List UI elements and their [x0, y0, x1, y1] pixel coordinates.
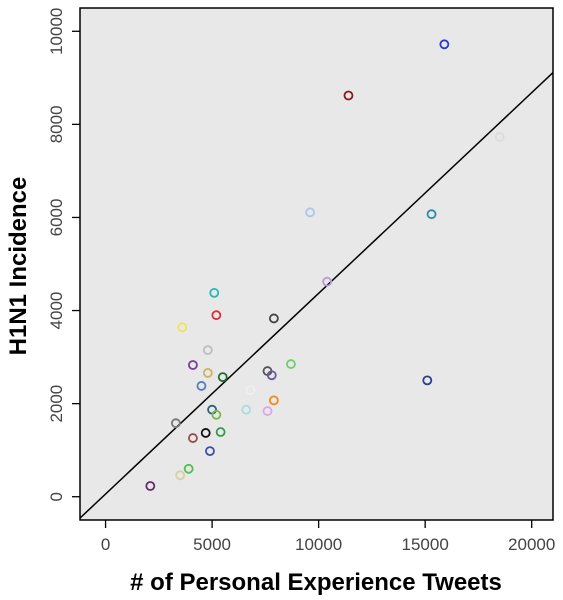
data-point: [170, 418, 181, 429]
x-tick-label: 15000: [402, 535, 449, 554]
y-tick-label: 8000: [47, 105, 66, 143]
x-tick-label: 10000: [295, 535, 342, 554]
data-point: [322, 276, 333, 287]
data-point: [196, 381, 207, 391]
data-point: [422, 375, 433, 386]
data-point: [200, 428, 211, 438]
data-point: [305, 207, 316, 218]
data-point: [188, 433, 198, 443]
data-point: [215, 427, 226, 437]
y-tick-label: 0: [47, 492, 66, 501]
y-tick-label: 10000: [47, 8, 66, 55]
plot-area: [80, 8, 553, 520]
plot-frame: [79, 7, 554, 521]
data-point: [266, 370, 277, 381]
y-tick-label: 2000: [47, 385, 66, 423]
data-point: [245, 385, 256, 396]
data-point: [211, 310, 222, 321]
data-point: [205, 446, 215, 457]
x-tick-label: 0: [101, 535, 110, 554]
x-tick-label: 5000: [193, 535, 231, 554]
data-point: [217, 372, 228, 383]
data-point: [426, 209, 437, 220]
data-point: [211, 409, 222, 420]
data-point: [188, 360, 198, 370]
x-axis-title: # of Personal Experience Tweets: [130, 569, 502, 596]
data-point: [262, 406, 273, 416]
data-point: [268, 313, 279, 324]
data-point: [202, 368, 213, 378]
data-point: [343, 90, 354, 101]
data-point: [268, 395, 279, 406]
data-point: [202, 345, 213, 356]
y-tick-label: 4000: [47, 292, 66, 330]
trend-line: [79, 72, 554, 519]
data-point: [183, 463, 194, 474]
x-tick-label: 20000: [508, 535, 555, 554]
data-point: [439, 39, 450, 50]
data-point: [177, 322, 188, 333]
data-point: [145, 481, 156, 491]
data-point: [241, 404, 252, 415]
data-point: [494, 132, 505, 142]
data-point: [286, 359, 296, 369]
data-point: [209, 287, 220, 298]
y-axis-title: H1N1 Incidence: [5, 177, 32, 356]
y-tick-label: 6000: [47, 199, 66, 237]
data-point: [175, 470, 186, 481]
